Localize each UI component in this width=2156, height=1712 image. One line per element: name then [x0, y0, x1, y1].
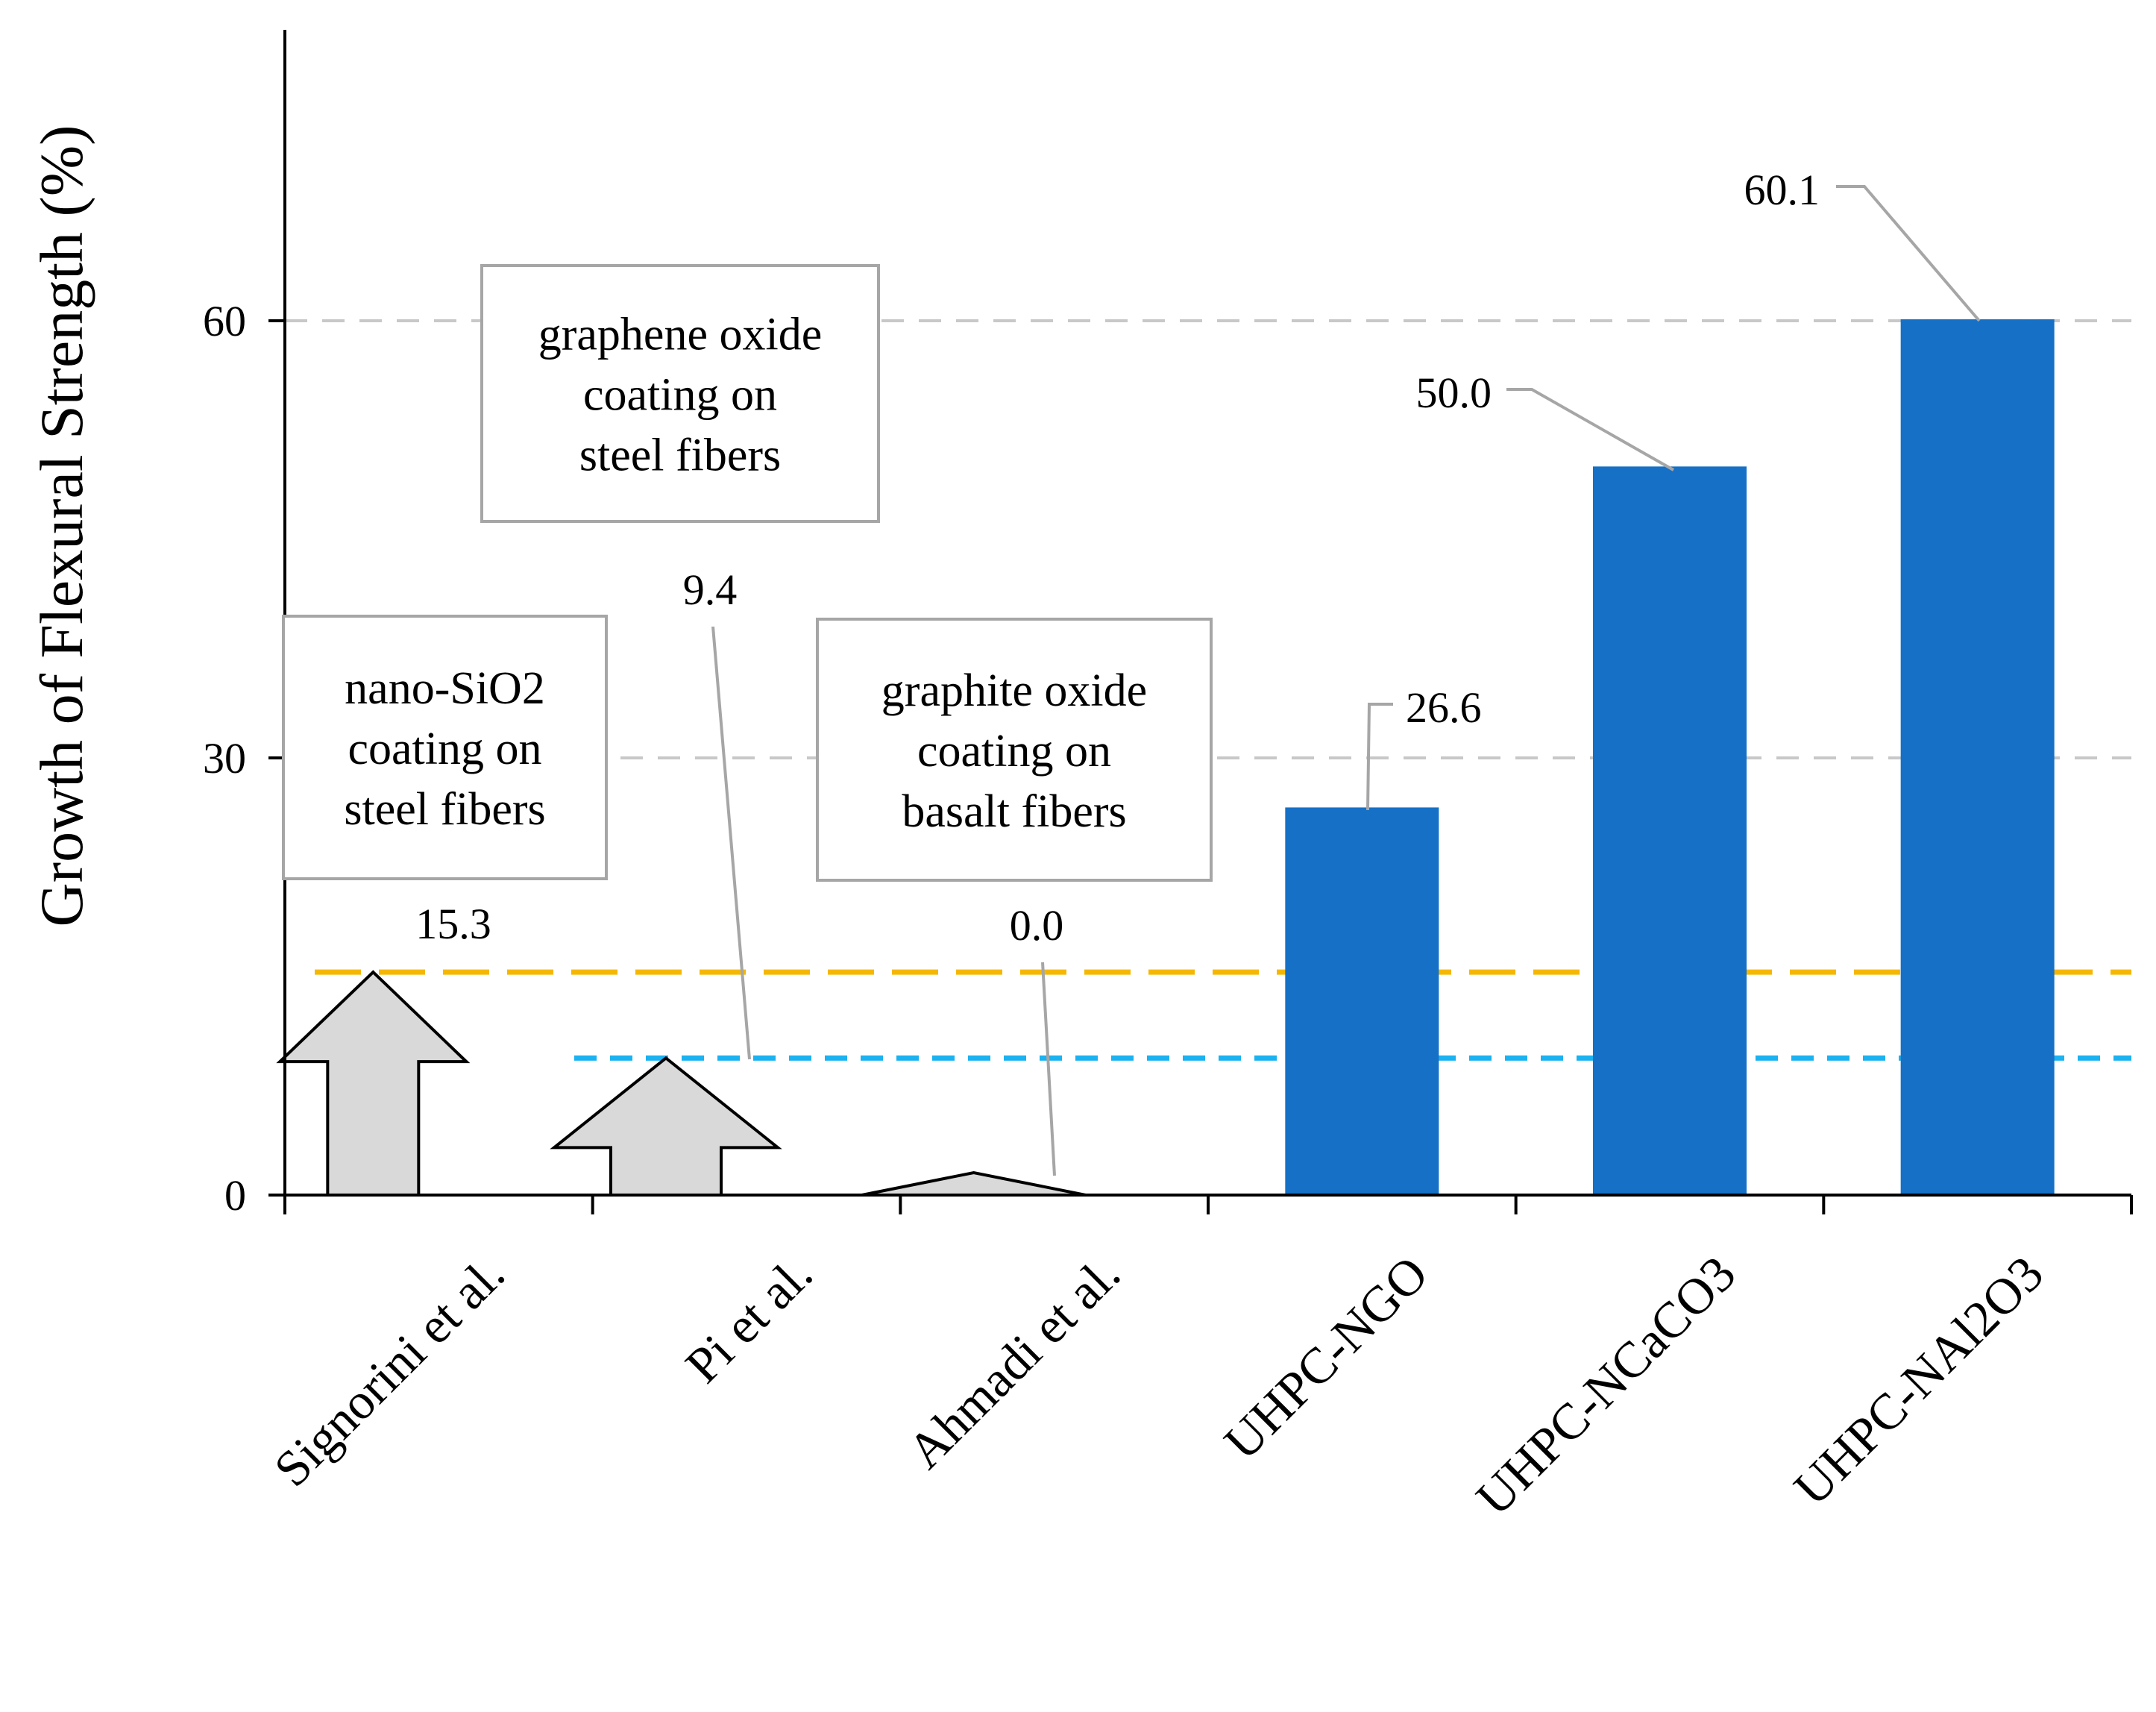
x-tick-label-Signorini et al.: Signorini et al. — [263, 1245, 515, 1497]
x-tick-label-Pi et al.: Pi et al. — [674, 1245, 823, 1393]
annotation-line: nano-SiO2 — [345, 663, 545, 714]
data-label-Ahmadi et al.: 0.0 — [1010, 901, 1064, 950]
x-tick-label-UHPC-NAl2O3: UHPC-NAl2O3 — [1783, 1245, 2055, 1517]
bar-UHPC-NGO — [1285, 807, 1439, 1195]
x-tick-label-Ahmadi et al.: Ahmadi et al. — [896, 1245, 1131, 1479]
annotation-line: basalt fibers — [902, 786, 1126, 837]
data-label-UHPC-NCaCO3: 50.0 — [1416, 369, 1492, 417]
arrow-Signorini et al. — [276, 970, 471, 1197]
annotation-box-border — [480, 264, 880, 523]
annotation-box-border — [282, 615, 608, 880]
reference-lines — [315, 969, 2131, 1061]
leader-line-UHPC-NAl2O3 — [1836, 185, 1981, 322]
annotation-box-Signorini et al.: nano-SiO2 coating on steel fibers — [282, 615, 608, 880]
bar-UHPC-NAl2O3 — [1900, 319, 2055, 1196]
annotation-line: graphite oxide — [881, 665, 1147, 716]
data-label-Signorini et al.: 15.3 — [415, 900, 491, 948]
annotation-line: steel fibers — [344, 784, 545, 835]
leader-line-UHPC-NCaCO3 — [1506, 388, 1674, 471]
y-tick-label-0: 0 — [224, 1171, 246, 1220]
bar-UHPC-NCaCO3 — [1593, 466, 1747, 1195]
data-label-UHPC-NGO: 26.6 — [1406, 683, 1482, 732]
annotation-line: graphene oxide — [538, 310, 822, 360]
annotation-line: steel fibers — [579, 430, 781, 481]
x-tick-label-UHPC-NGO: UHPC-NGO — [1213, 1245, 1439, 1470]
x-tick-label-UHPC-NCaCO3: UHPC-NCaCO3 — [1465, 1245, 1747, 1526]
annotation-box-border — [816, 618, 1213, 882]
data-marks — [276, 319, 2055, 1197]
leader-line-UHPC-NGO — [1366, 703, 1393, 811]
arrow-Pi et al. — [550, 1056, 782, 1197]
y-axis-title: Growth of Flexural Strength (%) — [28, 125, 95, 927]
annotation-line: coating on — [583, 370, 777, 421]
data-label-Pi et al.: 9.4 — [683, 565, 738, 614]
y-tick-label-60: 60 — [203, 297, 246, 345]
annotation-line: coating on — [348, 724, 542, 774]
arrow-Ahmadi et al. — [861, 1170, 1087, 1197]
leader-line-Pi et al. — [711, 626, 751, 1060]
data-label-UHPC-NAl2O3: 60.1 — [1744, 166, 1820, 214]
y-tick-label-30: 30 — [203, 734, 246, 783]
annotation-box-Pi et al.: graphene oxide coating on steel fibers — [480, 264, 880, 523]
annotation-box-Ahmadi et al.: graphite oxide coating on basalt fibers — [816, 618, 1213, 882]
leader-line-Ahmadi et al. — [1041, 962, 1056, 1176]
annotation-line: coating on — [917, 726, 1111, 777]
